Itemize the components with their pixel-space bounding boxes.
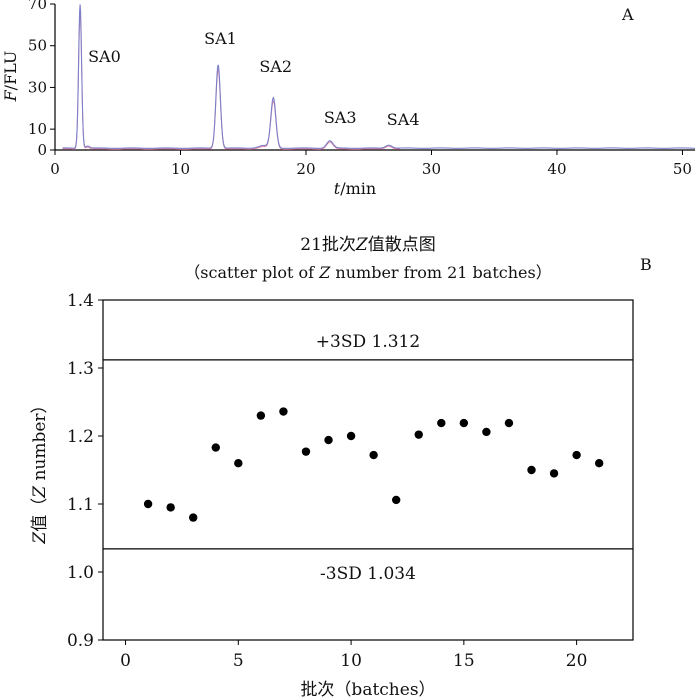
a-x-tick-label: 30 <box>422 160 441 178</box>
y-axis-unit: /FLU <box>1 51 20 91</box>
a-y-tick-label: 10 <box>28 120 47 138</box>
subtitle-pre: （scatter plot of <box>184 263 319 282</box>
ylabel-rest: 值（ <box>30 498 50 532</box>
scatter-point <box>549 469 559 478</box>
chromatogram-x-axis-label: t/min <box>334 179 376 198</box>
scatter-point <box>369 450 378 460</box>
peak-label-sa1: SA1 <box>204 29 237 48</box>
title-pre: 21批次 <box>300 235 356 255</box>
scatter-point <box>391 495 401 505</box>
a-x-tick-label: 0 <box>50 160 60 178</box>
scatter-point <box>301 447 311 456</box>
scatter-plot-frame <box>102 299 634 641</box>
title-post: 值散点图 <box>368 235 436 255</box>
a-x-tick-label: 40 <box>547 160 566 178</box>
title-symbol: Z <box>355 235 369 255</box>
upper-3sd-label: +3SD 1.312 <box>316 332 420 352</box>
chromatogram-trace-secondary <box>62 12 400 150</box>
scatter-point <box>234 459 243 468</box>
scatter-point <box>279 407 288 416</box>
scatter-point <box>594 459 604 468</box>
b-x-tick-label: 10 <box>340 651 362 671</box>
ylabel-symbol-2: Z <box>30 485 50 499</box>
scatter-point <box>504 418 514 428</box>
a-y-tick-label: 70 <box>28 0 47 13</box>
b-y-tick-label: 1.3 <box>67 359 94 379</box>
a-x-tick-label: 20 <box>296 160 315 178</box>
scatter-point <box>482 427 491 437</box>
scatter-point <box>414 430 423 439</box>
peak-label-sa2: SA2 <box>259 57 292 76</box>
scatter-point <box>346 431 356 441</box>
b-y-tick-label: 0.9 <box>67 631 94 651</box>
chromatogram-y-axis-label: F/FLU <box>1 51 20 103</box>
ylabel-symbol: Z <box>30 531 50 545</box>
b-y-tick-label: 1.2 <box>67 427 94 447</box>
peak-label-sa0: SA0 <box>88 47 121 66</box>
peak-label-sa4: SA4 <box>387 110 420 129</box>
scatter-point <box>166 503 175 512</box>
scatter-point <box>437 418 446 428</box>
b-x-tick-label: 5 <box>233 651 244 671</box>
scatter-point <box>211 443 220 452</box>
a-y-tick-label: 30 <box>28 78 47 96</box>
a-y-tick-label: 50 <box>28 37 47 55</box>
scatter-point <box>143 499 153 509</box>
subtitle-post: number from 21 batches） <box>330 263 551 282</box>
subtitle-symbol: Z <box>318 263 331 282</box>
b-x-tick-label: 15 <box>453 651 475 671</box>
b-y-tick-label: 1.0 <box>67 563 94 583</box>
peak-label-sa3: SA3 <box>324 108 357 127</box>
x-axis-unit: /min <box>340 179 376 198</box>
scatter-title: 21批次Z值散点图 <box>300 235 435 255</box>
scatter-point <box>527 465 536 475</box>
scatter-point <box>572 450 581 460</box>
scatter-x-axis-label: 批次（batches） <box>300 680 435 700</box>
scatter-point <box>189 513 198 522</box>
scatter-point <box>324 435 333 445</box>
ylabel-rest-2: number） <box>30 396 50 486</box>
y-axis-symbol: F <box>1 89 20 102</box>
panel-b-label: B <box>640 255 652 274</box>
b-y-tick-label: 1.4 <box>67 291 94 311</box>
b-y-tick-label: 1.1 <box>67 495 94 515</box>
lower-3sd-label: -3SD 1.034 <box>320 564 416 584</box>
a-x-tick-label: 10 <box>171 160 190 178</box>
scatter-panel: 21批次Z值散点图 （scatter plot of Z number from… <box>30 235 652 700</box>
panel-a-label: A <box>621 5 634 24</box>
a-x-tick-label: 50 <box>673 160 692 178</box>
b-x-tick-label: 20 <box>566 651 588 671</box>
scatter-subtitle: （scatter plot of Z number from 21 batche… <box>184 263 551 282</box>
scatter-y-axis-label: Z值（Z number） <box>30 396 50 544</box>
scatter-point <box>459 418 469 428</box>
b-x-tick-label: 0 <box>120 651 131 671</box>
x-axis-symbol: t <box>334 179 341 198</box>
chromatogram-trace <box>62 4 696 149</box>
a-y-tick-label: 0 <box>37 141 47 159</box>
scatter-point <box>256 411 266 420</box>
